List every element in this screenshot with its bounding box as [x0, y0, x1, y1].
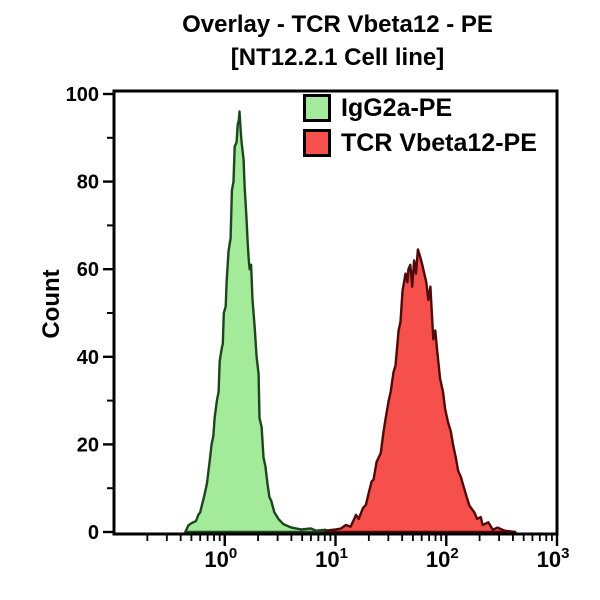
x-tick-label: 101	[315, 545, 348, 572]
y-tick-label: 40	[77, 347, 99, 369]
legend-item-igg2a: IgG2a-PE	[303, 94, 537, 122]
legend-swatch-green	[303, 94, 331, 122]
histogram-series-tcr-vbeta12-pe	[323, 248, 517, 534]
chart-title-line2: [NT12.2.1 Cell line]	[230, 44, 445, 71]
chart-title-line1: Overlay - TCR Vbeta12 - PE	[182, 11, 493, 38]
plot-border	[112, 89, 559, 536]
y-tick-label: 60	[77, 259, 99, 281]
legend: IgG2a-PE TCR Vbeta12-PE	[303, 94, 537, 157]
chart-title: Overlay - TCR Vbeta12 - PE [NT12.2.1 Cel…	[75, 8, 600, 74]
y-tick-label: 100	[66, 84, 99, 106]
legend-item-tcr-vbeta12: TCR Vbeta12-PE	[303, 129, 537, 157]
legend-label: IgG2a-PE	[341, 94, 453, 122]
x-tick-label: 103	[537, 545, 570, 572]
y-tick-label: 20	[77, 434, 99, 456]
x-tick-label: 102	[426, 545, 459, 572]
y-tick-label: 80	[77, 172, 99, 194]
legend-label: TCR Vbeta12-PE	[341, 129, 537, 157]
x-tick-label: 100	[204, 545, 237, 572]
legend-swatch-red	[303, 129, 331, 157]
y-tick-label: 0	[88, 522, 99, 544]
histogram-series-igg2a-pe	[184, 110, 337, 534]
